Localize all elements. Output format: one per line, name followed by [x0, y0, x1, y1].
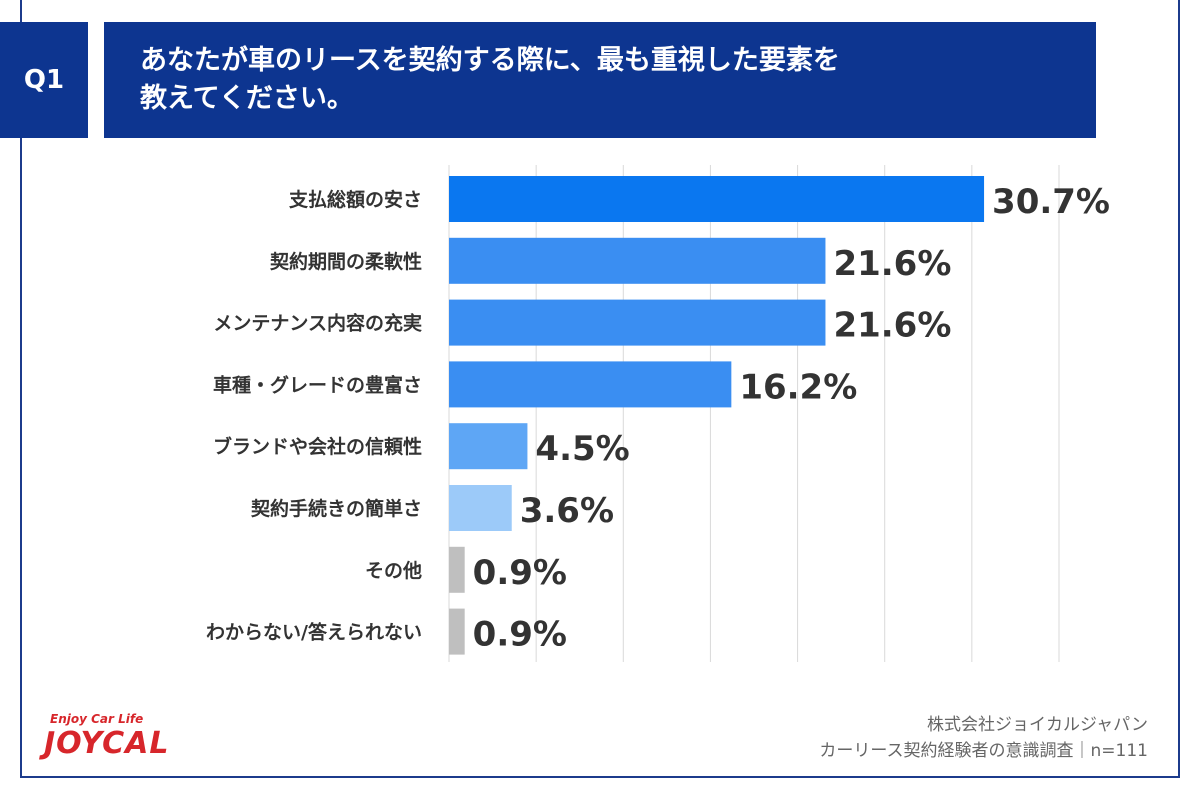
- footer: 株式会社ジョイカルジャパン カーリース契約経験者の意識調査｜n=111: [819, 712, 1148, 764]
- bar: [449, 299, 826, 346]
- chart-frame: [20, 0, 1180, 778]
- bar: [449, 608, 465, 655]
- category-label: その他: [365, 559, 422, 582]
- footer-survey: カーリース契約経験者の意識調査｜n=111: [819, 741, 1148, 761]
- joycal-logo: Enjoy Car Life JOYCAL: [44, 712, 194, 772]
- labels: 支払総額の安さ 30.7% 契約期間の柔軟性 21.6% メンテナンス内容の充実 21.6…: [206, 182, 1110, 655]
- value-label: 30.7%: [992, 182, 1110, 222]
- value-label: 21.6%: [833, 306, 951, 346]
- logo-tagline: Enjoy Car Life: [50, 712, 144, 726]
- question-badge: Q1: [0, 22, 88, 138]
- value-label: 4.5%: [535, 429, 629, 469]
- value-label: 0.9%: [473, 553, 567, 593]
- value-label: 0.9%: [473, 615, 567, 655]
- bar: [449, 546, 465, 593]
- value-label: 16.2%: [739, 367, 857, 407]
- value-label: 21.6%: [833, 244, 951, 284]
- category-label: 契約手続きの簡単さ: [250, 497, 422, 520]
- bars: [449, 176, 985, 655]
- question-title-banner: あなたが車のリースを契約する際に、最も重視した要素を 教えてください。: [104, 22, 1096, 138]
- footer-company: 株式会社ジョイカルジャパン: [927, 715, 1148, 735]
- category-label: メンテナンス内容の充実: [213, 312, 422, 335]
- bar: [449, 423, 528, 470]
- bar: [449, 361, 732, 408]
- category-label: 契約期間の柔軟性: [269, 250, 422, 273]
- value-label: 3.6%: [520, 491, 614, 531]
- bar: [449, 176, 985, 222]
- category-label: 車種・グレードの豊富さ: [213, 373, 422, 396]
- bar: [449, 485, 512, 531]
- category-label: ブランドや会社の信頼性: [213, 435, 422, 458]
- category-label: 支払総額の安さ: [288, 188, 422, 211]
- logo-wordmark: JOYCAL: [44, 726, 170, 761]
- category-label: わからない/答えられない: [206, 621, 422, 644]
- question-title: あなたが車のリースを契約する際に、最も重視した要素を 教えてください。: [140, 45, 840, 114]
- bar: [449, 237, 826, 284]
